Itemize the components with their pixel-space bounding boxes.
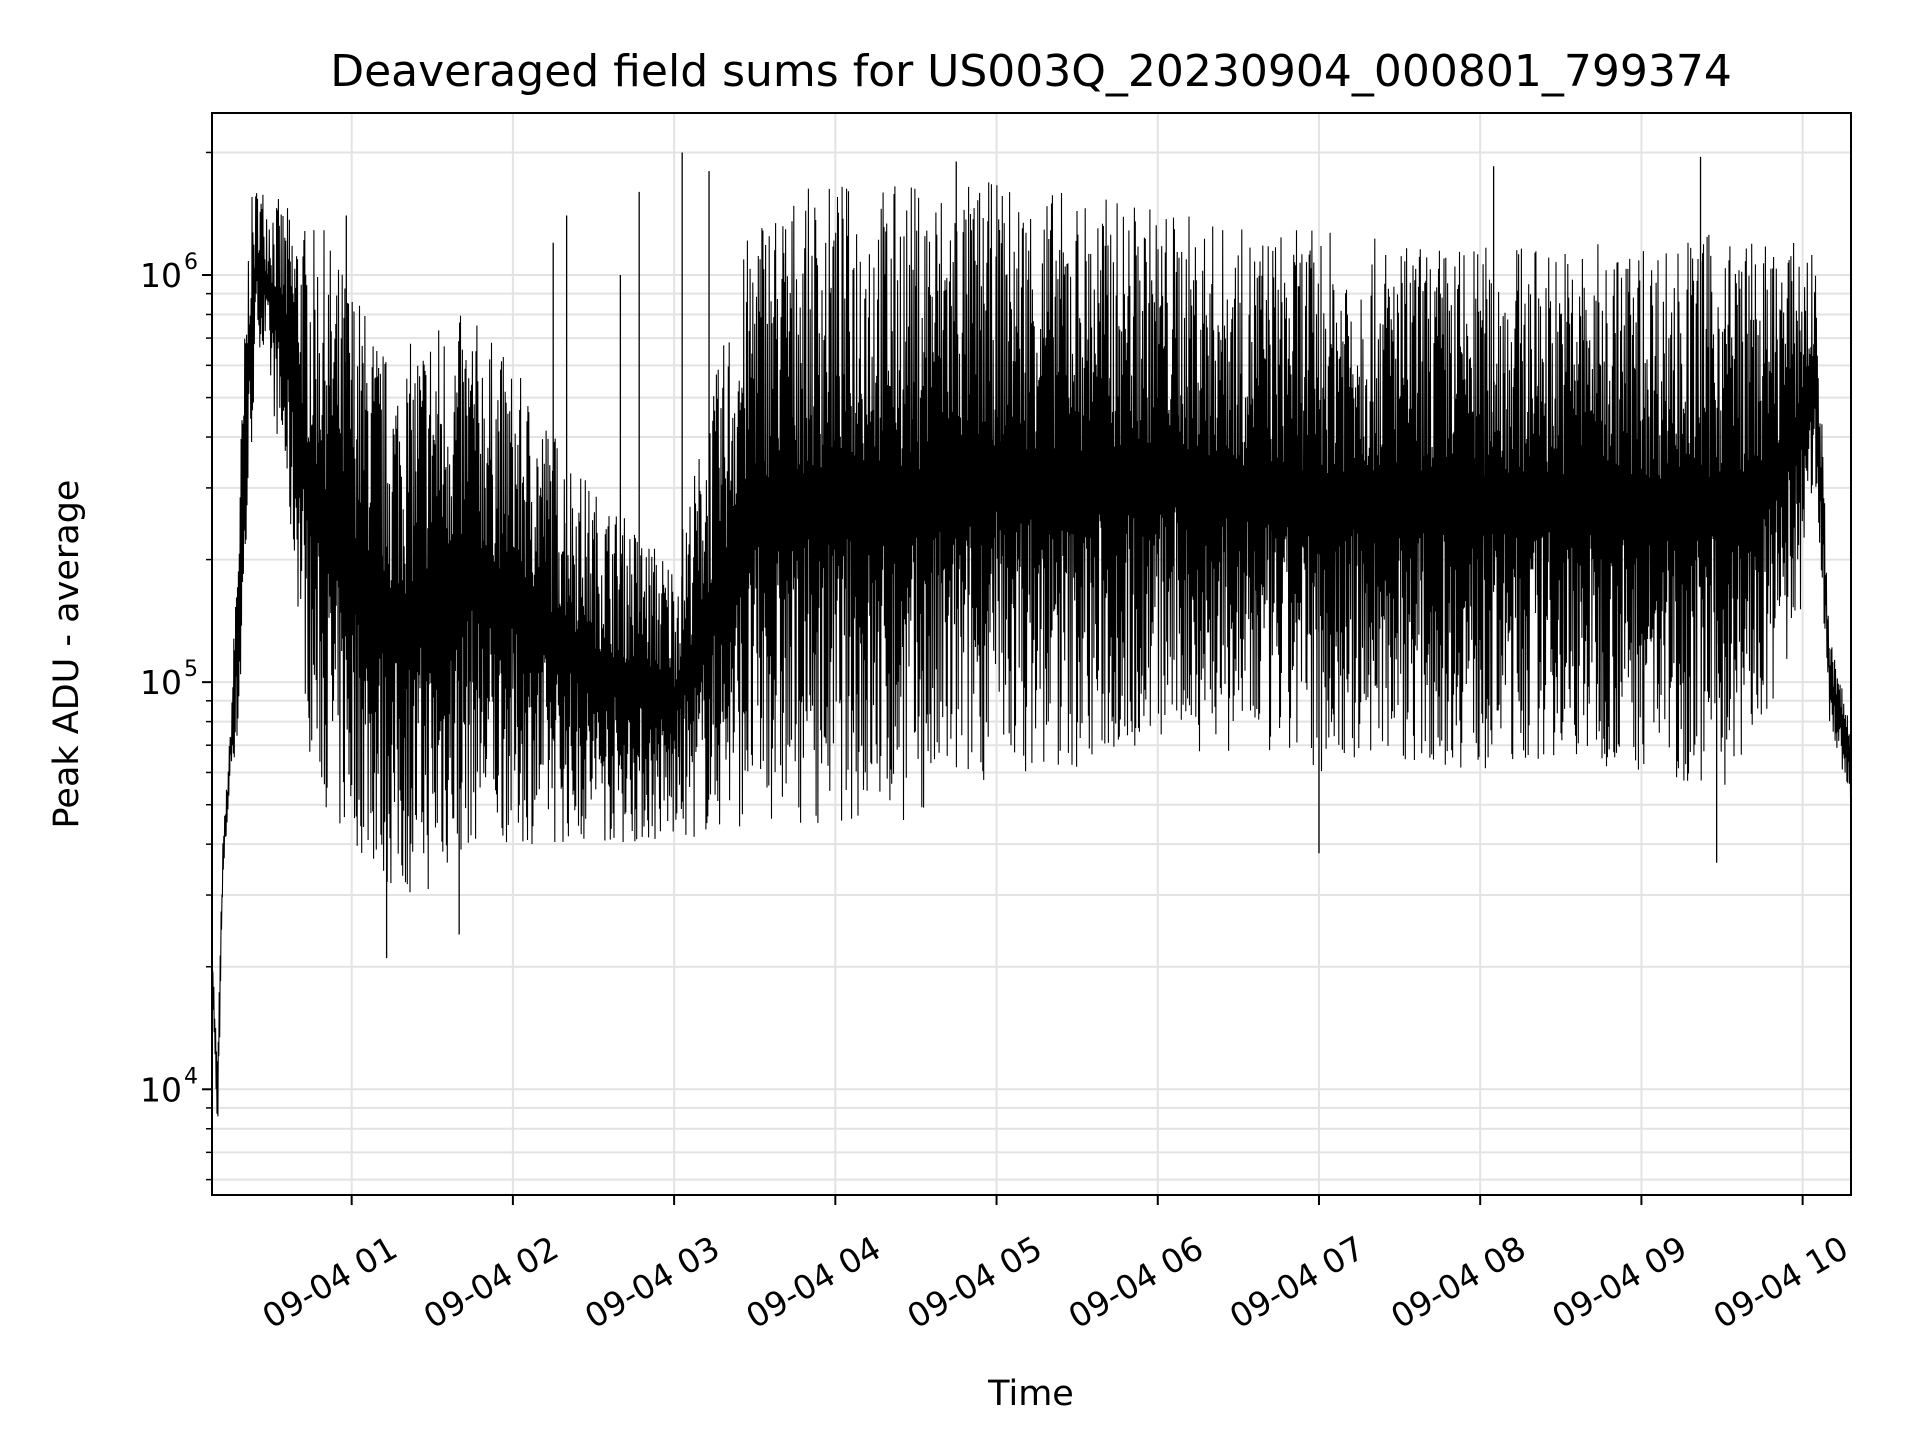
chart-title: Deaveraged field sums for US003Q_2023090…	[330, 46, 1732, 97]
plot-frame	[211, 112, 1852, 1196]
x-axis-label: Time	[987, 1374, 1074, 1414]
y-tick-label: 10	[140, 663, 182, 702]
y-tick-label: 10	[140, 256, 182, 295]
y-axis-label: Peak ADU - average	[47, 480, 87, 829]
data-layer	[211, 152, 1852, 1117]
y-tick-label: 10	[140, 1070, 182, 1109]
y-tick-exponent: 5	[184, 657, 198, 682]
y-tick-exponent: 6	[184, 250, 198, 275]
data-series-line	[211, 182, 1852, 1117]
y-tick-exponent: 4	[184, 1064, 198, 1089]
